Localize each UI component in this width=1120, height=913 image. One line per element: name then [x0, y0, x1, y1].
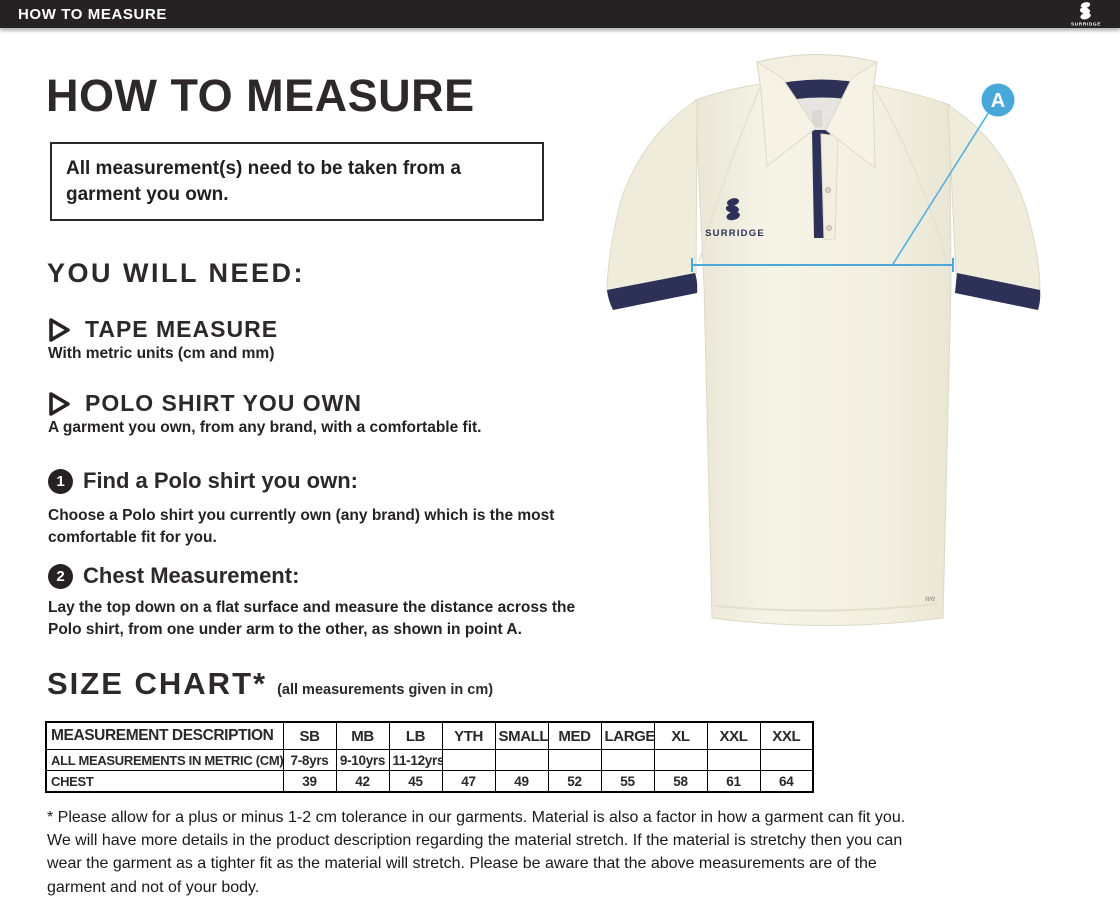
- chest-brand-logo: SURRIDGE: [705, 198, 765, 239]
- step-description: Choose a Polo shirt you currently own (a…: [48, 507, 555, 546]
- polo-shirt-image: SURRIDGE we: [606, 54, 1041, 626]
- size-value: 47: [441, 770, 496, 793]
- step-number-badge: 2: [48, 563, 73, 589]
- size-value: 9-10yrs: [335, 749, 390, 771]
- need-item-title: TAPE MEASURE: [85, 316, 279, 342]
- size-value: [706, 749, 761, 771]
- triangle-bullet-icon: [49, 317, 70, 342]
- size-value: [653, 749, 708, 771]
- tolerance-footnote: * Please allow for a plus or minus 1-2 c…: [47, 809, 906, 896]
- surridge-logo-icon: SURRIDGE: [1064, 1, 1108, 28]
- triangle-bullet-icon: [49, 391, 70, 416]
- need-item-tape-measure: TAPE MEASURE: [48, 316, 278, 343]
- leader-line: [892, 111, 990, 265]
- size-value: 52: [547, 770, 602, 793]
- step-title: Chest Measurement:: [83, 563, 300, 588]
- size-table-col-2-mb: MB: [335, 721, 390, 750]
- size-value: 55: [600, 770, 655, 793]
- size-table-col-3-lb: LB: [388, 721, 443, 750]
- step-title: Find a Polo shirt you own:: [83, 468, 358, 493]
- step-2: 2 Chest Measurement:: [48, 563, 299, 589]
- size-value: 45: [388, 770, 443, 793]
- notice-box: All measurement(s) need to be taken from…: [50, 142, 544, 222]
- size-table-row-0: ALL MEASUREMENTS IN METRIC (CM) 7-8yrs 9-1…: [45, 749, 814, 771]
- size-value: [600, 749, 655, 771]
- size-value: [441, 749, 496, 771]
- row-label: CHEST: [45, 770, 284, 793]
- size-table-col-description: MEASUREMENT DESCRIPTION: [45, 721, 284, 750]
- size-table-col-1-sb: SB: [282, 721, 337, 750]
- chest-logo-label: SURRIDGE: [705, 228, 765, 239]
- topbar-brand-label: SURRIDGE: [1071, 22, 1101, 28]
- title-bar-label: HOW TO MEASURE: [18, 5, 167, 23]
- size-table-col-6-med: MED: [547, 721, 602, 750]
- size-table-col-8-xl: XL: [653, 721, 708, 750]
- need-item-title: POLO SHIRT YOU OWN: [85, 390, 362, 416]
- size-value: 64: [759, 770, 814, 793]
- point-a-label: A: [991, 90, 1005, 112]
- title-bar: HOW TO MEASURE SURRIDGE: [0, 0, 1120, 28]
- need-item-desc: With metric units (cm and mm): [48, 345, 275, 362]
- size-table-col-10-xxl: XXL: [759, 721, 814, 750]
- size-table-head-row: MEASUREMENT DESCRIPTION SB MB LB YTH SMALL MED…: [45, 721, 814, 750]
- size-chart-table: MEASUREMENT DESCRIPTION SB MB LB YTH SMALL MED…: [45, 721, 814, 793]
- size-value: 49: [494, 770, 549, 793]
- polo-shirt-diagram: SURRIDGE we A: [585, 50, 1120, 650]
- step-description: Lay the top down on a flat surface and m…: [48, 599, 576, 638]
- size-value: 39: [282, 770, 337, 793]
- page-title: HOW TO MEASURE: [46, 70, 475, 121]
- step-number-badge: 1: [48, 468, 73, 494]
- size-table-body: ALL MEASUREMENTS IN METRIC (CM) 7-8yrs 9-1…: [45, 749, 814, 793]
- size-value: [494, 749, 549, 771]
- size-value: 61: [706, 770, 761, 793]
- size-table-row-1: CHEST 39 42 45 47 49 52 55 58 61 64: [45, 770, 814, 793]
- step-1: 1 Find a Polo shirt you own:: [48, 468, 358, 494]
- size-chart-title: SIZE CHART*: [47, 666, 268, 701]
- hem-label-mark: we: [925, 594, 936, 603]
- size-table-col-9-xxl: XXL: [706, 721, 761, 750]
- you-will-need-heading: YOU WILL NEED:: [47, 258, 306, 288]
- size-chart-heading: SIZE CHART* (all measurements given in c…: [47, 666, 493, 702]
- point-a-marker: A: [981, 83, 1015, 117]
- size-value: [547, 749, 602, 771]
- need-item-polo-shirt: POLO SHIRT YOU OWN: [48, 390, 362, 417]
- need-item-desc: A garment you own, from any brand, with …: [48, 419, 482, 436]
- size-value: [759, 749, 814, 771]
- size-value: 42: [335, 770, 390, 793]
- size-value: 58: [653, 770, 708, 793]
- size-table-col-4-yth: YTH: [441, 721, 496, 750]
- chest-measure-line: [691, 258, 954, 272]
- size-chart-subtitle: (all measurements given in cm): [277, 682, 494, 698]
- left-cuff-trim: [607, 273, 698, 310]
- size-table-col-7-large: LARGE: [600, 721, 655, 750]
- size-table-col-5-small: SMALL: [494, 721, 549, 750]
- size-value: 11-12yrs: [388, 749, 443, 771]
- row-label: ALL MEASUREMENTS IN METRIC (CM): [45, 749, 284, 771]
- size-value: 7-8yrs: [282, 749, 337, 771]
- right-cuff-trim: [955, 273, 1041, 310]
